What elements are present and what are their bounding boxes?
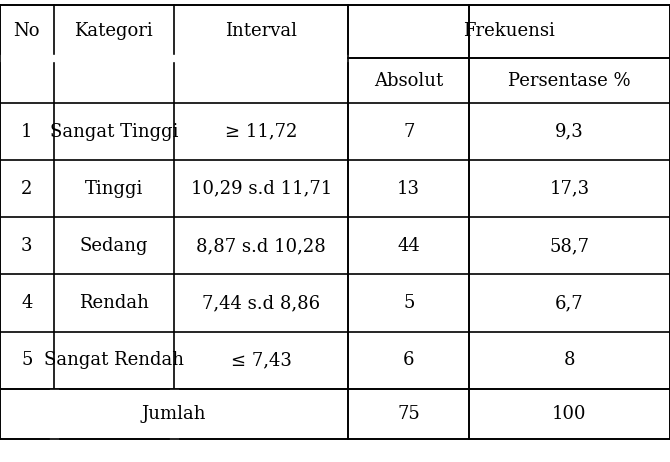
Text: Tinggi: Tinggi — [84, 180, 143, 198]
Text: Sangat Tinggi: Sangat Tinggi — [50, 122, 178, 140]
Text: Jumlah: Jumlah — [142, 405, 206, 423]
Text: 44: 44 — [397, 237, 420, 255]
Text: Sedang: Sedang — [80, 237, 148, 255]
Text: 3: 3 — [21, 237, 33, 255]
Text: 8: 8 — [563, 351, 576, 369]
Text: Kategori: Kategori — [74, 23, 153, 41]
Text: 13: 13 — [397, 180, 420, 198]
Text: 1: 1 — [21, 122, 33, 140]
Text: 75: 75 — [397, 405, 420, 423]
Text: 6: 6 — [403, 351, 415, 369]
Text: Absolut: Absolut — [374, 72, 444, 90]
Text: Interval: Interval — [225, 23, 297, 41]
Text: 7: 7 — [403, 122, 414, 140]
Text: 7,44 s.d 8,86: 7,44 s.d 8,86 — [202, 294, 320, 312]
Text: ≤ 7,43: ≤ 7,43 — [231, 351, 291, 369]
Text: 9,3: 9,3 — [555, 122, 584, 140]
Text: Sangat Rendah: Sangat Rendah — [44, 351, 184, 369]
Text: 8,87 s.d 10,28: 8,87 s.d 10,28 — [196, 237, 326, 255]
Text: 6,7: 6,7 — [555, 294, 584, 312]
Text: No: No — [13, 23, 40, 41]
Text: Rendah: Rendah — [79, 294, 149, 312]
Text: 17,3: 17,3 — [549, 180, 590, 198]
Text: Persentase %: Persentase % — [508, 72, 631, 90]
Text: 58,7: 58,7 — [549, 237, 590, 255]
Text: 2: 2 — [21, 180, 32, 198]
Text: Frekuensi: Frekuensi — [463, 23, 555, 41]
Text: 10,29 s.d 11,71: 10,29 s.d 11,71 — [191, 180, 332, 198]
Text: 5: 5 — [21, 351, 32, 369]
Text: 100: 100 — [552, 405, 587, 423]
Text: 4: 4 — [21, 294, 32, 312]
Text: ≥ 11,72: ≥ 11,72 — [225, 122, 297, 140]
Text: 5: 5 — [403, 294, 414, 312]
